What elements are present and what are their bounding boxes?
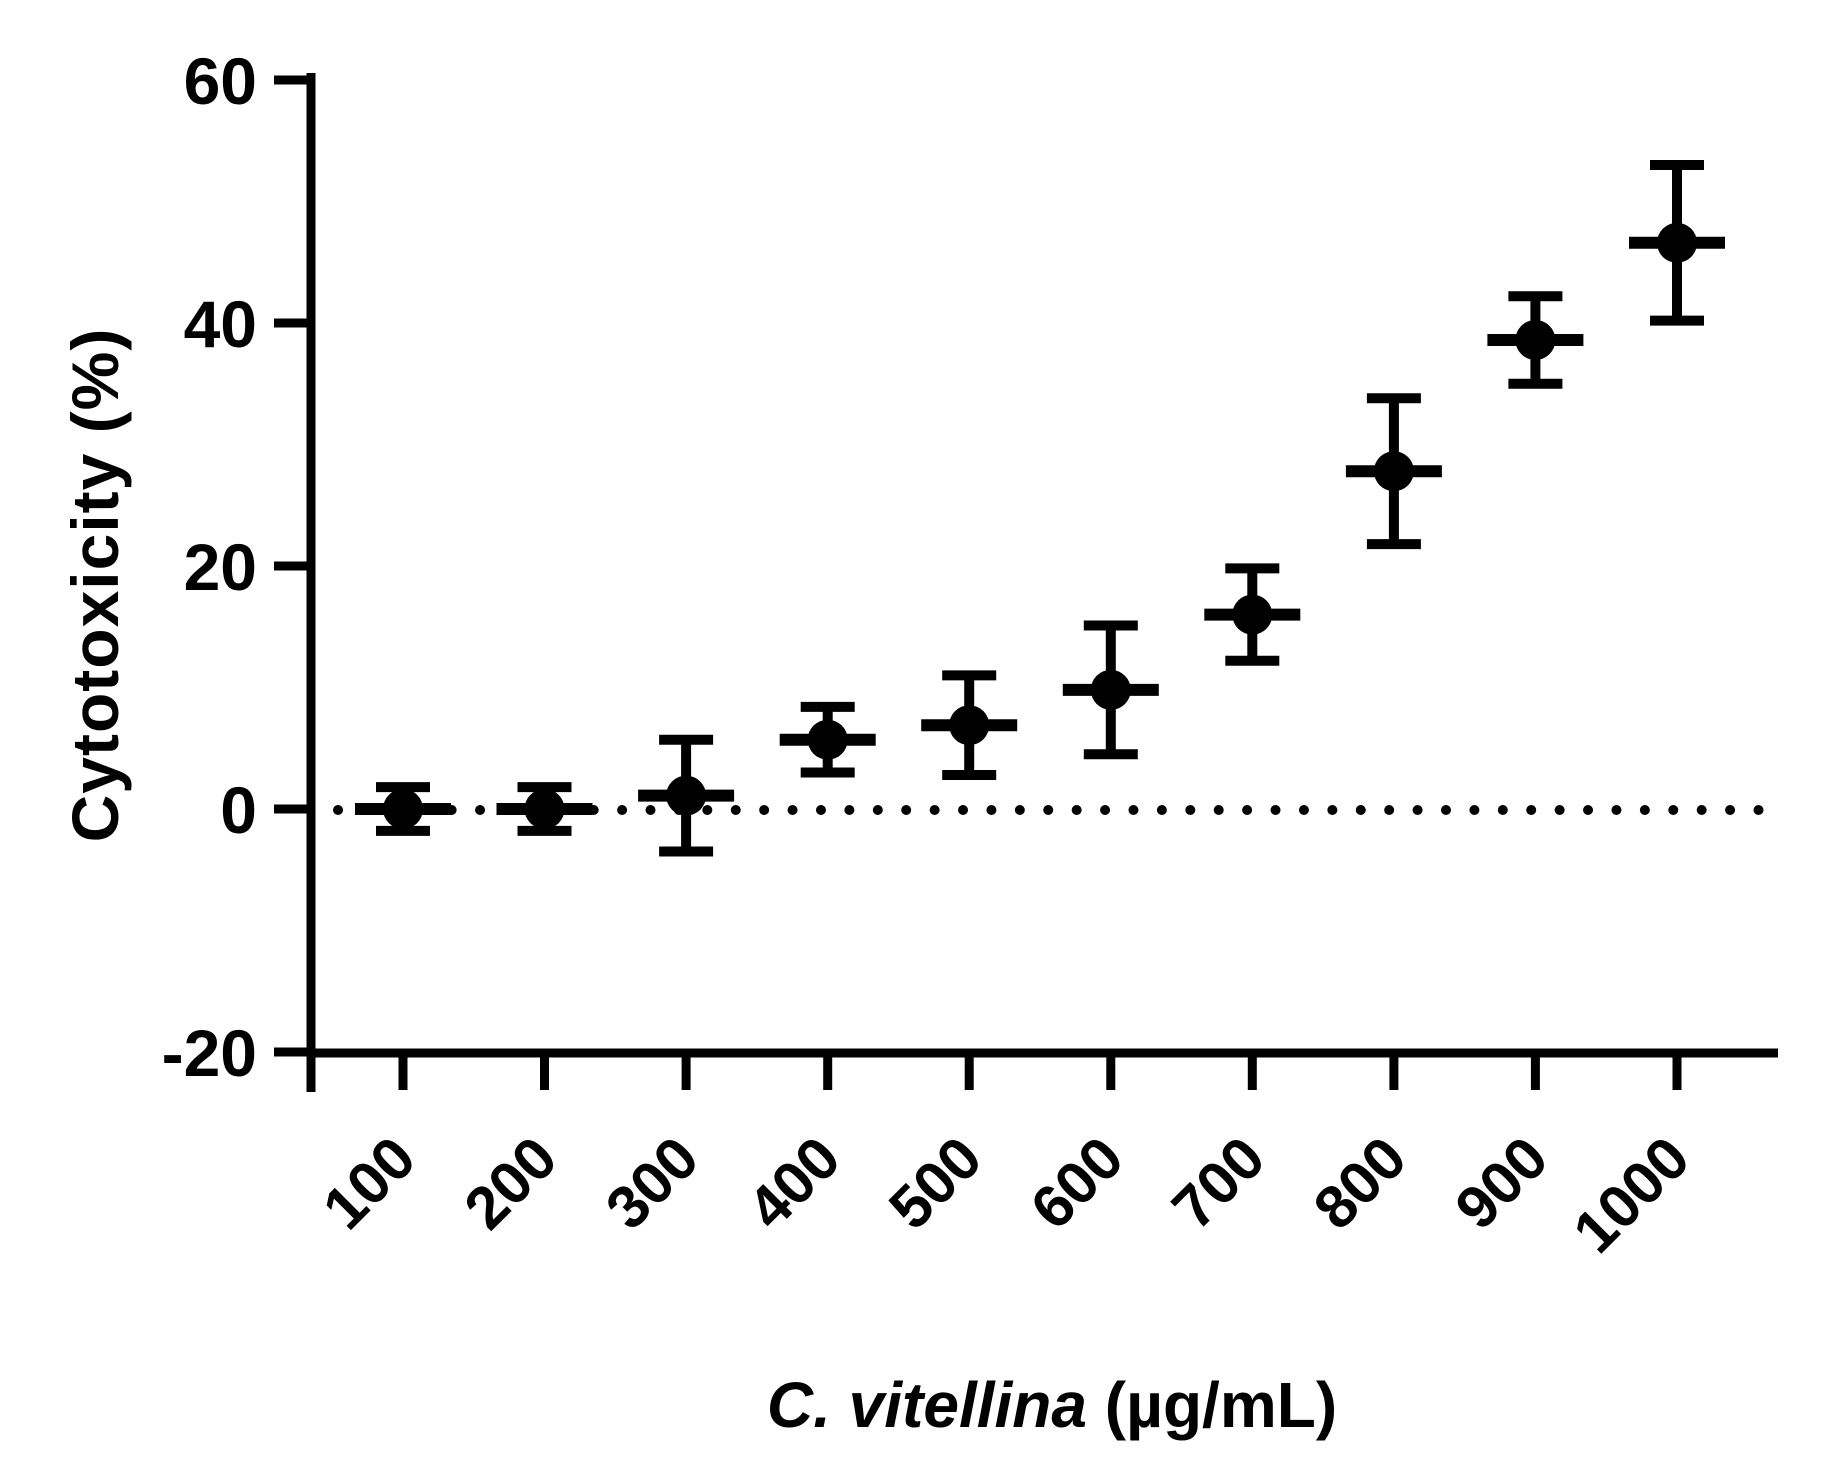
y-tick-label: 0 — [220, 773, 257, 847]
marker-dot — [524, 789, 565, 829]
x-tick-label: 500 — [876, 1124, 994, 1242]
x-tick-label: 900 — [1442, 1124, 1560, 1242]
marker-dot — [1090, 669, 1131, 710]
marker-dot — [1515, 320, 1556, 360]
data-point-900 — [1487, 291, 1584, 389]
marker-dot — [1373, 451, 1414, 492]
x-tick-label: 100 — [310, 1124, 428, 1242]
marker-dot — [949, 705, 990, 746]
data-point-100 — [355, 782, 451, 836]
marker-dot — [1657, 222, 1697, 263]
x-tick-label: 800 — [1301, 1124, 1419, 1242]
data-point-200 — [496, 782, 593, 836]
marker-dot — [666, 775, 707, 816]
data-point-500 — [921, 670, 1018, 780]
x-tick-label: 600 — [1018, 1124, 1136, 1242]
y-tick-label: 20 — [184, 530, 257, 604]
data-point-800 — [1345, 393, 1442, 550]
x-axis-title-units: (µg/mL) — [1086, 1369, 1338, 1441]
x-axis-title-species: C. vitellina — [766, 1369, 1087, 1441]
x-tick-label: 200 — [452, 1124, 570, 1242]
x-axis-title: C. vitellina (µg/mL) — [767, 1368, 1337, 1442]
marker-dot — [1232, 594, 1273, 635]
x-tick-label: 400 — [735, 1124, 853, 1242]
data-point-600 — [1062, 620, 1159, 760]
y-tick-label: 40 — [184, 287, 257, 361]
y-axis-title: Cytotoxicity (%) — [58, 327, 132, 843]
data-point-700 — [1204, 563, 1301, 666]
data-point-300 — [638, 734, 735, 857]
marker-dot — [383, 789, 423, 829]
x-tick-label: 1000 — [1560, 1124, 1702, 1266]
y-tick-label: 60 — [184, 44, 257, 118]
data-point-1000 — [1629, 160, 1725, 326]
x-tick-label: 300 — [593, 1124, 711, 1242]
marker-dot — [807, 719, 848, 760]
y-tick-label: -20 — [162, 1016, 257, 1090]
data-point-400 — [779, 701, 876, 778]
x-tick-label: 700 — [1159, 1124, 1277, 1242]
